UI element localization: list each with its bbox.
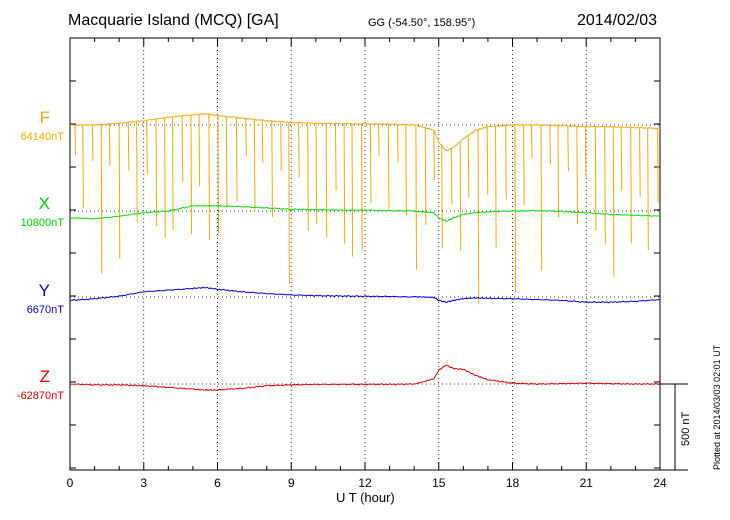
- spike-f: [604, 126, 606, 244]
- spike-f: [288, 122, 290, 285]
- spike-f: [118, 123, 121, 259]
- spike-f: [387, 124, 390, 210]
- spike-f: [351, 123, 354, 257]
- spike-f: [235, 117, 238, 202]
- spike-f: [495, 126, 497, 248]
- spike-f: [594, 126, 597, 231]
- series-baseline-y: 6670nT: [26, 304, 64, 316]
- spike-f: [225, 116, 228, 208]
- spike-f: [325, 123, 328, 238]
- spike-f: [467, 135, 470, 198]
- spike-f: [514, 124, 517, 293]
- series-name-y: Y: [38, 281, 50, 300]
- spike-f: [343, 123, 346, 244]
- spike-f: [100, 124, 103, 274]
- spike-f: [335, 123, 337, 191]
- series-line-f: [69, 112, 661, 152]
- spike-f: [108, 123, 111, 166]
- spike-f: [486, 126, 489, 195]
- spike-f: [540, 125, 543, 272]
- spike-f: [576, 126, 579, 225]
- spike-f: [505, 125, 507, 200]
- series-baseline-f: 64140nT: [20, 131, 64, 143]
- spike-f: [523, 124, 525, 206]
- spike-f: [164, 117, 166, 238]
- spike-f: [315, 123, 318, 225]
- spike-f: [612, 126, 615, 277]
- spike-f: [172, 116, 174, 230]
- station-coordinates: GG (-54.50°, 158.95°): [368, 17, 476, 29]
- spike-f: [424, 127, 427, 225]
- spike-f: [549, 125, 551, 165]
- x-tick-label: 24: [653, 476, 667, 490]
- spike-f: [74, 124, 77, 156]
- chart-date: 2014/02/03: [577, 12, 658, 29]
- spike-f: [361, 123, 363, 250]
- spike-f: [639, 127, 641, 197]
- x-tick-label: 18: [506, 476, 520, 490]
- spike-f: [307, 122, 309, 231]
- chart-title: Macquarie Island (MCQ) [GA]: [68, 12, 279, 29]
- spike-f: [155, 118, 158, 226]
- spike-f: [657, 128, 659, 204]
- spike-f: [647, 128, 649, 251]
- spike-f: [181, 115, 184, 182]
- spike-f: [584, 126, 587, 178]
- x-tick-label: 3: [140, 476, 147, 490]
- spike-f: [405, 124, 407, 216]
- spike-f: [433, 130, 435, 181]
- spike-f: [91, 124, 94, 162]
- spike-f: [450, 148, 453, 205]
- spike-f: [82, 124, 84, 209]
- series-name-f: F: [39, 108, 50, 127]
- spike-f: [298, 122, 300, 178]
- x-tick-label: 9: [288, 476, 295, 490]
- spike-f: [530, 124, 533, 159]
- spike-f: [146, 120, 148, 175]
- series-baseline-x: 10800nT: [20, 217, 64, 229]
- spike-f: [136, 121, 138, 223]
- spike-f: [261, 120, 264, 164]
- x-tick-label: 12: [358, 476, 372, 490]
- x-tick-label: 0: [67, 476, 74, 490]
- x-tick-label: 21: [580, 476, 594, 490]
- spike-f: [620, 127, 623, 191]
- spike-f: [477, 129, 480, 305]
- series-line-y: [69, 286, 661, 304]
- spike-f: [271, 121, 273, 218]
- spike-f: [127, 122, 130, 171]
- spike-f: [217, 115, 220, 234]
- series-name-x: X: [38, 194, 50, 213]
- series-name-z: Z: [39, 367, 50, 386]
- spike-f: [396, 124, 399, 163]
- spike-f: [441, 145, 443, 249]
- series-baseline-z: -62870nT: [16, 390, 64, 402]
- spike-f: [253, 119, 256, 210]
- spike-f: [378, 124, 380, 157]
- x-axis-label: U T (hour): [336, 490, 395, 505]
- spike-f: [557, 125, 560, 218]
- spike-f: [198, 114, 201, 187]
- spike-f: [369, 124, 372, 204]
- spike-f: [459, 141, 462, 251]
- spike-f: [208, 114, 210, 240]
- spike-f: [190, 114, 193, 234]
- spike-f: [245, 118, 247, 156]
- series-line-z: [69, 364, 661, 391]
- spike-f: [415, 125, 417, 270]
- spike-f: [280, 121, 282, 171]
- series-line-x: [69, 204, 661, 223]
- x-tick-label: 6: [214, 476, 221, 490]
- spike-f: [630, 127, 632, 244]
- x-tick-label: 15: [432, 476, 446, 490]
- spike-f: [567, 125, 569, 171]
